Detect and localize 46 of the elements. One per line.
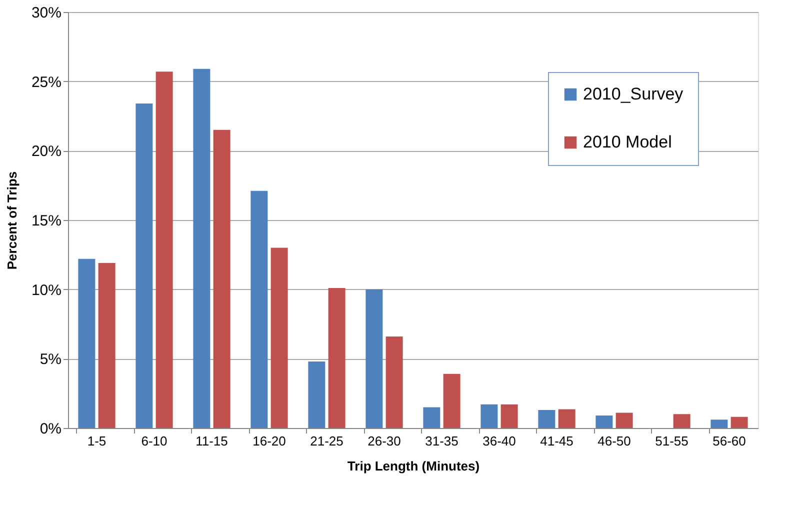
bar [78, 258, 96, 428]
bar [136, 104, 153, 428]
x-tick-label: 11-15 [196, 434, 228, 448]
bar [156, 72, 173, 428]
bar [673, 414, 690, 428]
y-tick-label: 5% [40, 351, 62, 368]
bar [538, 410, 556, 428]
y-tick-label: 15% [31, 212, 62, 230]
bar [386, 336, 403, 428]
y-tick-label: 0% [40, 420, 62, 438]
x-tick-label: 6-10 [141, 434, 168, 448]
bar [480, 404, 498, 428]
x-tick-label: 31-35 [425, 434, 458, 448]
x-tick-label: 1-5 [87, 434, 106, 448]
bar [423, 407, 440, 428]
x-tick-label: 56-60 [712, 434, 746, 448]
bar [730, 416, 748, 428]
y-tick-label: 10% [31, 282, 62, 299]
bar [500, 404, 518, 428]
bar [213, 130, 230, 428]
legend-label: 2010 Model [583, 132, 672, 152]
bar [616, 412, 633, 428]
y-axis-title: Percent of Trips [4, 171, 20, 270]
bar [558, 409, 576, 428]
bar [98, 262, 116, 428]
bar [710, 420, 728, 428]
y-tick-label: 25% [31, 74, 62, 91]
x-tick-label: 46-50 [598, 434, 631, 448]
x-axis-title: Trip Length (Minutes) [347, 458, 480, 474]
legend-label: 2010_Survey [583, 84, 684, 104]
bar [308, 361, 326, 428]
x-tick-label: 21-25 [310, 434, 344, 448]
x-tick-label: 16-20 [252, 434, 286, 448]
y-tick-label: 20% [31, 143, 62, 160]
x-tick-label: 36-40 [482, 434, 516, 448]
bar [270, 248, 288, 428]
bar [250, 190, 268, 428]
bar [443, 374, 460, 428]
bar [193, 68, 210, 428]
bar [596, 416, 613, 428]
bar [366, 289, 383, 428]
x-tick-label: 41-45 [540, 434, 574, 448]
y-tick-label: 30% [31, 4, 62, 22]
x-tick-label: 26-30 [368, 434, 401, 448]
x-tick-label: 51-55 [655, 434, 688, 448]
bar [328, 288, 346, 428]
